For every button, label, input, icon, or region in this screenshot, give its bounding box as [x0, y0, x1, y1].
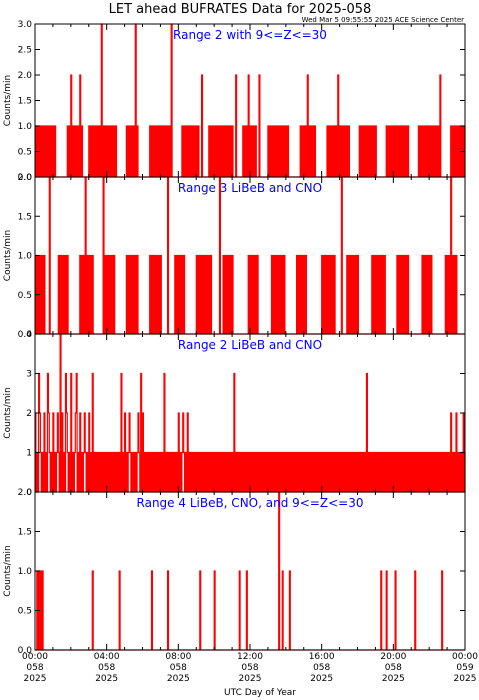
- y-tick-label: 1.0: [18, 122, 33, 132]
- x-tick-label-time: 20:00: [380, 652, 406, 662]
- series-line: [35, 23, 466, 178]
- y-tick-label: 0.0: [18, 173, 33, 183]
- y-tick-label: 0.0: [18, 646, 33, 656]
- y-tick-label: 3: [26, 370, 32, 380]
- y-axis-label: Counts/min: [3, 230, 13, 281]
- y-axis-label: Counts/min: [3, 545, 13, 596]
- series-line: [35, 491, 465, 651]
- y-tick-label: 2.0: [18, 488, 33, 498]
- y-tick-label: 0.5: [18, 148, 32, 158]
- x-tick-label-doy: 058: [26, 663, 43, 673]
- x-tick-label-time: 16:00: [309, 652, 335, 662]
- x-tick-label-year: 2025: [24, 674, 47, 684]
- y-axis-label: Counts/min: [3, 75, 13, 126]
- x-tick-label-time: 00:00: [452, 652, 478, 662]
- panel-1: 0.0 0.5 1.0 1.5 2.0 2.5 3.0 Range 2 with 9<=Z<=…: [3, 20, 466, 183]
- x-tick-label-time: 04:00: [94, 652, 120, 662]
- y-tick-label: 2.5: [18, 46, 32, 56]
- panel-frame: [34, 491, 466, 651]
- x-tick-label-doy: 058: [98, 663, 115, 673]
- y-tick-label: 0: [26, 488, 32, 498]
- x-axis-labels: 00:00058202504:00058202508:00058202512:0…: [22, 652, 478, 684]
- y-tick-label: 3.0: [18, 20, 33, 30]
- series-line: [35, 333, 466, 493]
- x-tick-label-doy: 058: [170, 663, 187, 673]
- y-tick-label: 0.5: [18, 607, 32, 617]
- x-tick-label-year: 2025: [310, 674, 333, 684]
- panel-2: 0.0 0.5 1.0 1.5 2.0 Range 3 LiBeB and CNO Coun…: [3, 173, 466, 340]
- y-tick-label: 2.0: [18, 173, 33, 183]
- x-tick-label-doy: 058: [313, 663, 330, 673]
- panel-title: Range 4 LiBeB, CNO, and 9<=Z<=30: [137, 496, 364, 510]
- timestamp-label: Wed Mar 5 09:55:55 2025 ACE Science Cent…: [302, 16, 465, 24]
- panel-title: Range 3 LiBeB and CNO: [178, 181, 322, 195]
- y-tick-label: 1: [26, 449, 32, 459]
- x-tick-label-year: 2025: [454, 674, 477, 684]
- y-tick-label: 0.0: [18, 330, 33, 340]
- x-tick-label-year: 2025: [382, 674, 405, 684]
- x-tick-label-time: 08:00: [165, 652, 191, 662]
- x-tick-label-doy: 058: [385, 663, 402, 673]
- y-tick-label: 1.0: [18, 252, 33, 262]
- y-tick-label: 2: [26, 409, 32, 419]
- panel-title: Range 2 LiBeB and CNO: [178, 338, 322, 352]
- x-tick-label-time: 12:00: [237, 652, 263, 662]
- y-axis-label: Counts/min: [3, 387, 13, 438]
- x-tick-label-doy: 058: [241, 663, 258, 673]
- panel-title: Range 2 with 9<=Z<=30: [173, 28, 327, 42]
- y-tick-label: 1.5: [18, 97, 32, 107]
- y-tick-label: 1.0: [18, 567, 33, 577]
- x-axis-label: UTC Day of Year: [224, 688, 296, 698]
- x-tick-label-time: 00:00: [22, 652, 48, 662]
- x-tick-label-doy: 059: [456, 663, 473, 673]
- x-tick-label-year: 2025: [167, 674, 190, 684]
- series-line: [35, 176, 465, 335]
- y-tick-label: 2.0: [18, 71, 33, 81]
- page-title: LET ahead BUFRATES Data for 2025-058: [109, 2, 372, 17]
- panel-4: 0.0 0.5 1.0 1.5 2.0 Range 4 LiBeB, CNO, and 9…: [3, 488, 466, 656]
- y-tick-label: 4: [26, 330, 32, 340]
- x-tick-label-year: 2025: [239, 674, 262, 684]
- y-tick-label: 1.5: [18, 212, 32, 222]
- panel-3: 0 1 2 3 4 Range 2 LiBeB and CNO Counts/min: [3, 330, 466, 498]
- panels-group: 0.0 0.5 1.0 1.5 2.0 2.5 3.0 Range 2 with 9<=Z<=…: [3, 20, 466, 656]
- x-tick-label-year: 2025: [95, 674, 118, 684]
- y-tick-label: 0.5: [18, 291, 32, 301]
- y-tick-label: 1.5: [18, 528, 32, 538]
